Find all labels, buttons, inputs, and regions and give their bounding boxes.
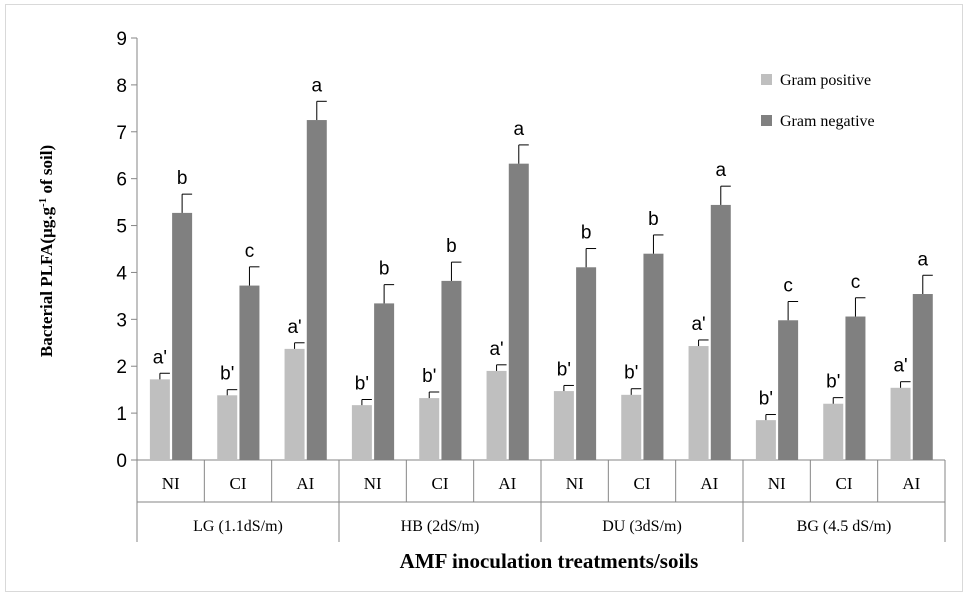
significance-label: b (379, 259, 390, 280)
x-category-label: AI (902, 474, 920, 493)
bar (284, 348, 305, 460)
chart-frame (5, 4, 963, 592)
significance-label: a' (153, 347, 167, 368)
y-axis-label-sup: -1 (37, 198, 49, 207)
bar (553, 391, 574, 460)
bar (890, 387, 911, 460)
legend-swatch-gram-positive (761, 74, 772, 85)
bar (710, 204, 731, 460)
bar (239, 285, 260, 460)
bars: a' b' a' b' b' a' b' b' a' b' b' a' b c a b b a b b a c c a (149, 75, 933, 461)
bar (351, 405, 372, 460)
bar (374, 303, 395, 460)
bar (823, 403, 844, 460)
y-tick-label: 4 (116, 263, 127, 284)
y-axis-label-tail: of soil) (37, 145, 56, 198)
significance-label: b (446, 236, 457, 257)
y-tick-label: 5 (116, 217, 127, 238)
legend-label-gram-negative: Gram negative (780, 113, 875, 130)
x-category-label: CI (230, 474, 247, 493)
x-category-label: NI (162, 474, 180, 493)
bar (419, 398, 440, 460)
x-category-label: NI (768, 474, 786, 493)
bar (912, 294, 933, 460)
significance-label: b (177, 168, 188, 189)
significance-label: c (783, 276, 793, 297)
x-category-label: AI (498, 474, 516, 493)
significance-label: b' (220, 364, 234, 385)
y-axis-label: Bacterial PLFA(µg.g-1 of soil) (37, 145, 56, 357)
significance-label: c (851, 272, 861, 293)
significance-label: b (648, 209, 659, 230)
legend: Gram positive Gram negative (761, 72, 875, 130)
y-tick-label: 9 (116, 29, 127, 50)
significance-label: b' (759, 389, 773, 410)
bar (845, 316, 866, 460)
significance-label: a (311, 75, 322, 96)
x-category-label: CI (432, 474, 449, 493)
x-category-label: NI (364, 474, 382, 493)
x-category-label: AI (296, 474, 314, 493)
y-tick-label: 1 (116, 404, 127, 425)
x-category-label: CI (836, 474, 853, 493)
y-tick-label: 3 (116, 310, 127, 331)
significance-label: b' (826, 372, 840, 393)
significance-label: b' (355, 374, 369, 395)
x-category-label: NI (566, 474, 584, 493)
y-axis-label-main: Bacterial PLFA(µg.g (37, 206, 56, 357)
x-category-labels: NI CI AI NI CI AI NI CI AI NI CI AI LG (1.1dS/m) HB (… (136, 460, 946, 542)
x-category-label: AI (700, 474, 718, 493)
y-tick-label: 6 (116, 170, 127, 191)
x-group-label: DU (3dS/m) (602, 518, 682, 535)
y-tick-label: 0 (116, 451, 127, 472)
x-axis-label: AMF inoculation treatments/soils (400, 549, 699, 573)
bar (486, 370, 507, 460)
bar (755, 420, 776, 460)
x-category-label: CI (634, 474, 651, 493)
bar (643, 253, 664, 460)
significance-label: a' (691, 314, 705, 335)
significance-label: b (581, 223, 592, 244)
significance-label: b' (422, 366, 436, 387)
bar (508, 163, 529, 460)
bar (778, 320, 799, 460)
bar (576, 267, 597, 460)
x-group-label: BG (4.5 dS/m) (797, 518, 892, 535)
y-tick-label: 2 (116, 357, 127, 378)
significance-label: a (513, 119, 524, 140)
significance-label: a' (287, 317, 301, 338)
significance-label: a' (893, 356, 907, 377)
bar (306, 120, 327, 461)
significance-label: a' (489, 339, 503, 360)
significance-label: a (917, 249, 928, 270)
bar (172, 212, 193, 460)
x-group-label: LG (1.1dS/m) (193, 518, 283, 535)
bar (149, 379, 170, 460)
legend-label-gram-positive: Gram positive (780, 72, 871, 89)
y-tick-label: 7 (116, 123, 127, 144)
significance-label: c (245, 241, 255, 262)
bar (688, 346, 709, 460)
bar (441, 280, 462, 460)
legend-swatch-gram-negative (761, 115, 772, 126)
significance-label: a (715, 160, 726, 181)
bar (621, 394, 642, 460)
significance-label: b' (624, 363, 638, 384)
x-group-label: HB (2dS/m) (401, 518, 480, 535)
bar (217, 395, 238, 460)
y-tick-label: 8 (116, 76, 127, 97)
significance-label: b' (557, 359, 571, 380)
